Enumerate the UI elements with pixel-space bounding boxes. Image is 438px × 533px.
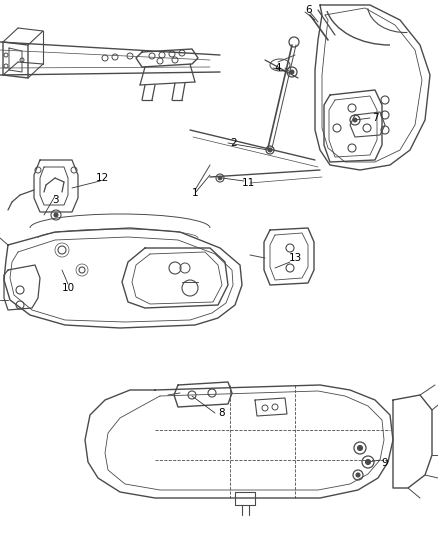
Circle shape <box>54 213 58 217</box>
Text: 7: 7 <box>372 113 378 123</box>
Text: 9: 9 <box>381 458 389 468</box>
Text: 2: 2 <box>231 138 237 148</box>
Circle shape <box>356 473 360 477</box>
Text: 12: 12 <box>95 173 109 183</box>
Text: 13: 13 <box>288 253 302 263</box>
Circle shape <box>353 118 357 122</box>
Text: 8: 8 <box>219 408 225 418</box>
Text: 10: 10 <box>61 283 74 293</box>
Circle shape <box>218 176 222 180</box>
Circle shape <box>357 446 363 450</box>
Text: 4: 4 <box>275 63 281 73</box>
Text: 11: 11 <box>241 178 254 188</box>
Circle shape <box>365 459 371 464</box>
Text: 1: 1 <box>192 188 198 198</box>
Text: 3: 3 <box>52 195 58 205</box>
Circle shape <box>268 148 272 152</box>
Circle shape <box>290 70 294 74</box>
Text: 6: 6 <box>306 5 312 15</box>
